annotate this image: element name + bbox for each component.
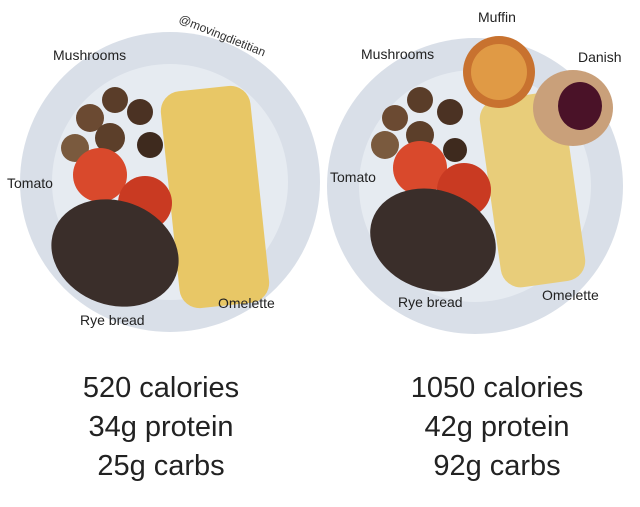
omelette — [160, 85, 270, 309]
food-label: Tomato — [330, 169, 376, 185]
tomato — [393, 141, 447, 195]
mushroom — [407, 87, 433, 113]
mushroom — [102, 87, 128, 113]
mushroom — [437, 99, 463, 125]
protein: 34g protein — [88, 411, 233, 443]
tomato — [73, 148, 127, 202]
food-label: Tomato — [7, 175, 53, 191]
food-label: Rye bread — [80, 312, 145, 328]
mushroom — [371, 131, 399, 159]
mushroom — [382, 105, 408, 131]
food-label: Omelette — [218, 295, 275, 311]
muffin-top — [471, 44, 527, 100]
mushroom — [127, 99, 153, 125]
calories: 1050 calories — [411, 372, 584, 404]
mushroom — [443, 138, 467, 162]
mushroom — [95, 123, 125, 153]
carbs: 25g carbs — [97, 450, 224, 482]
food-label: Mushrooms — [53, 47, 126, 63]
food-label: Mushrooms — [361, 46, 434, 62]
danish-filling — [558, 82, 602, 130]
protein: 42g protein — [424, 411, 569, 443]
left-plate — [20, 32, 320, 332]
food-label: Omelette — [542, 287, 599, 303]
right-plate — [327, 36, 623, 334]
carbs: 92g carbs — [433, 450, 560, 482]
food-label: Muffin — [478, 9, 516, 25]
mushroom — [137, 132, 163, 158]
mushroom — [76, 104, 104, 132]
rye-bread — [370, 188, 496, 292]
calories: 520 calories — [83, 372, 239, 404]
food-label: Danish — [578, 49, 622, 65]
rye-bread — [51, 199, 179, 307]
food-label: Rye bread — [398, 294, 463, 310]
